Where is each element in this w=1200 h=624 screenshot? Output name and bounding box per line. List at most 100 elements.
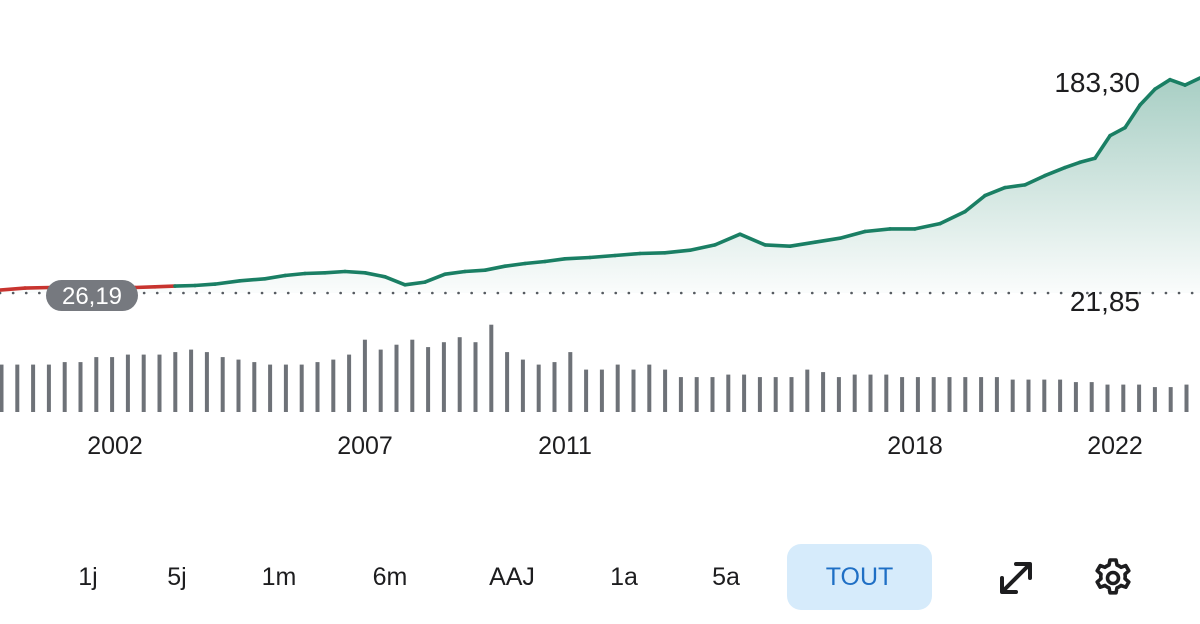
volume-bar [141,354,146,412]
range-1a-button[interactable]: 1a [610,563,638,591]
volume-bar [963,377,968,412]
price-line-segment [0,286,27,292]
price-line-segment [403,280,427,287]
volume-bar [189,349,194,412]
price-line-segment [523,259,547,266]
volume-bar [868,374,873,412]
volume-bar [125,354,130,412]
volume-bar [678,377,683,412]
volume-bar [315,362,320,412]
price-line-segment [688,243,717,252]
expand-icon[interactable] [992,554,1040,602]
volume-bar [805,369,810,412]
baseline-label-text: 26,19 [62,283,122,310]
x-tick-label: 2018 [887,432,943,460]
min-price-label: 21,85 [1070,286,1140,317]
volume-bar [663,369,668,412]
price-line-segment [423,272,447,284]
volume-bar [852,374,857,412]
volume-bar [947,377,952,412]
volume-bar [283,364,288,412]
volume-bar [1026,379,1031,412]
range-6m-button[interactable]: 6m [372,563,408,591]
price-line-segment [193,282,217,288]
gear-icon[interactable] [1089,554,1137,602]
x-tick-label: 2002 [87,432,143,460]
volume-bar [1137,384,1142,412]
volume-bar [773,377,778,412]
range-5j-button[interactable]: 5j [167,563,187,591]
volume-bar [1010,379,1015,412]
price-line-segment [913,221,942,231]
price-line-segment [788,240,817,248]
price-line-segment [713,232,742,247]
price-line-segment [638,251,667,256]
price-line-segment [363,270,387,279]
price-line-segment [1093,133,1112,161]
price-area [0,78,1200,293]
price-line-segment [323,269,347,275]
range-1m-button[interactable]: 1m [261,563,297,591]
range-5a-button[interactable]: 5a [712,563,740,591]
volume-bar [1168,387,1173,412]
volume-bar [268,364,273,412]
price-line-segment [563,255,592,261]
volume-bar [931,377,936,412]
volume-bar [552,362,557,412]
volume-bar [742,374,747,412]
volume-bar [1105,384,1110,412]
price-line-segment [613,251,642,258]
volume-bar [536,364,541,412]
price-line-segment [763,243,792,248]
volume-bar [710,377,715,412]
volume-bar [473,342,478,412]
price-line-segment [283,271,307,278]
stock-chart[interactable]: 2002 2007 2011 2018 2022 26,19 183,30 21,85 [0,0,1200,500]
volume-bar [489,324,494,412]
price-line-segment [153,284,177,289]
price-line-segment [213,278,242,286]
volume-bar [694,377,699,412]
volume-bar [94,357,99,412]
price-line-segment [813,236,842,244]
range-aaj-button[interactable]: AAJ [489,563,535,591]
volume-bar [410,339,415,412]
volume-bar [900,377,905,412]
volume-bar [1184,384,1189,412]
volume-bar [426,347,431,412]
volume-bar [505,352,510,412]
range-1j-button[interactable]: 1j [78,563,98,591]
range-tout-button[interactable]: TOUT [787,544,932,610]
volume-bar [789,377,794,412]
volume-bar [378,349,383,412]
price-line-segment [963,193,987,214]
volume-bar [157,354,162,412]
volume-bar [568,352,573,412]
price-line-segment [838,229,867,240]
price-line-segment [1108,125,1127,138]
volume-bar [757,377,762,412]
x-tick-label: 2011 [538,432,592,460]
price-line-segment [173,283,197,288]
x-tick-label: 2007 [337,432,393,460]
price-line-segment [863,227,892,234]
price-line-segment [1153,77,1172,91]
price-line-segment [588,253,617,260]
price-line-segment [1003,183,1027,190]
volume-bar [584,369,589,412]
price-line-segment [1063,160,1082,170]
price-line-segment [503,261,527,269]
price-line-segment [383,274,407,287]
volume-bar [0,364,4,412]
volume-bar [726,374,731,412]
price-line-segment [1138,87,1157,107]
price-line-segment [543,256,567,264]
volume-layer [0,324,1189,412]
volume-bar [299,364,304,412]
volume-bar [884,374,889,412]
volume-bar [1073,382,1078,412]
volume-bar [1042,379,1047,412]
volume-bar [62,362,67,412]
volume-bar [204,352,209,412]
price-line-segment [303,270,327,276]
